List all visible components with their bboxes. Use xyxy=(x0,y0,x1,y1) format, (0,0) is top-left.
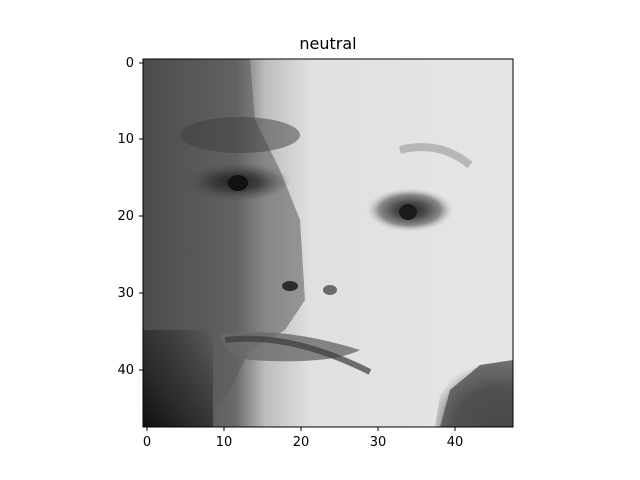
x-tick-label: 0 xyxy=(143,435,151,450)
y-tick-label: 20 xyxy=(117,209,134,224)
y-tick-label: 0 xyxy=(126,56,134,71)
x-tick-label: 30 xyxy=(370,435,387,450)
y-tick-label: 40 xyxy=(117,363,134,378)
plot-title: neutral xyxy=(299,34,356,53)
y-tick-label: 30 xyxy=(117,286,134,301)
y-axis: 0 10 20 30 40 xyxy=(117,56,143,378)
x-tick-label: 20 xyxy=(293,435,310,450)
x-axis: 0 10 20 30 40 xyxy=(143,427,463,450)
y-tick-label: 10 xyxy=(117,132,134,147)
x-tick-label: 40 xyxy=(447,435,464,450)
x-tick-label: 10 xyxy=(216,435,233,450)
face-image xyxy=(143,59,513,427)
axes-frame xyxy=(142,58,514,428)
